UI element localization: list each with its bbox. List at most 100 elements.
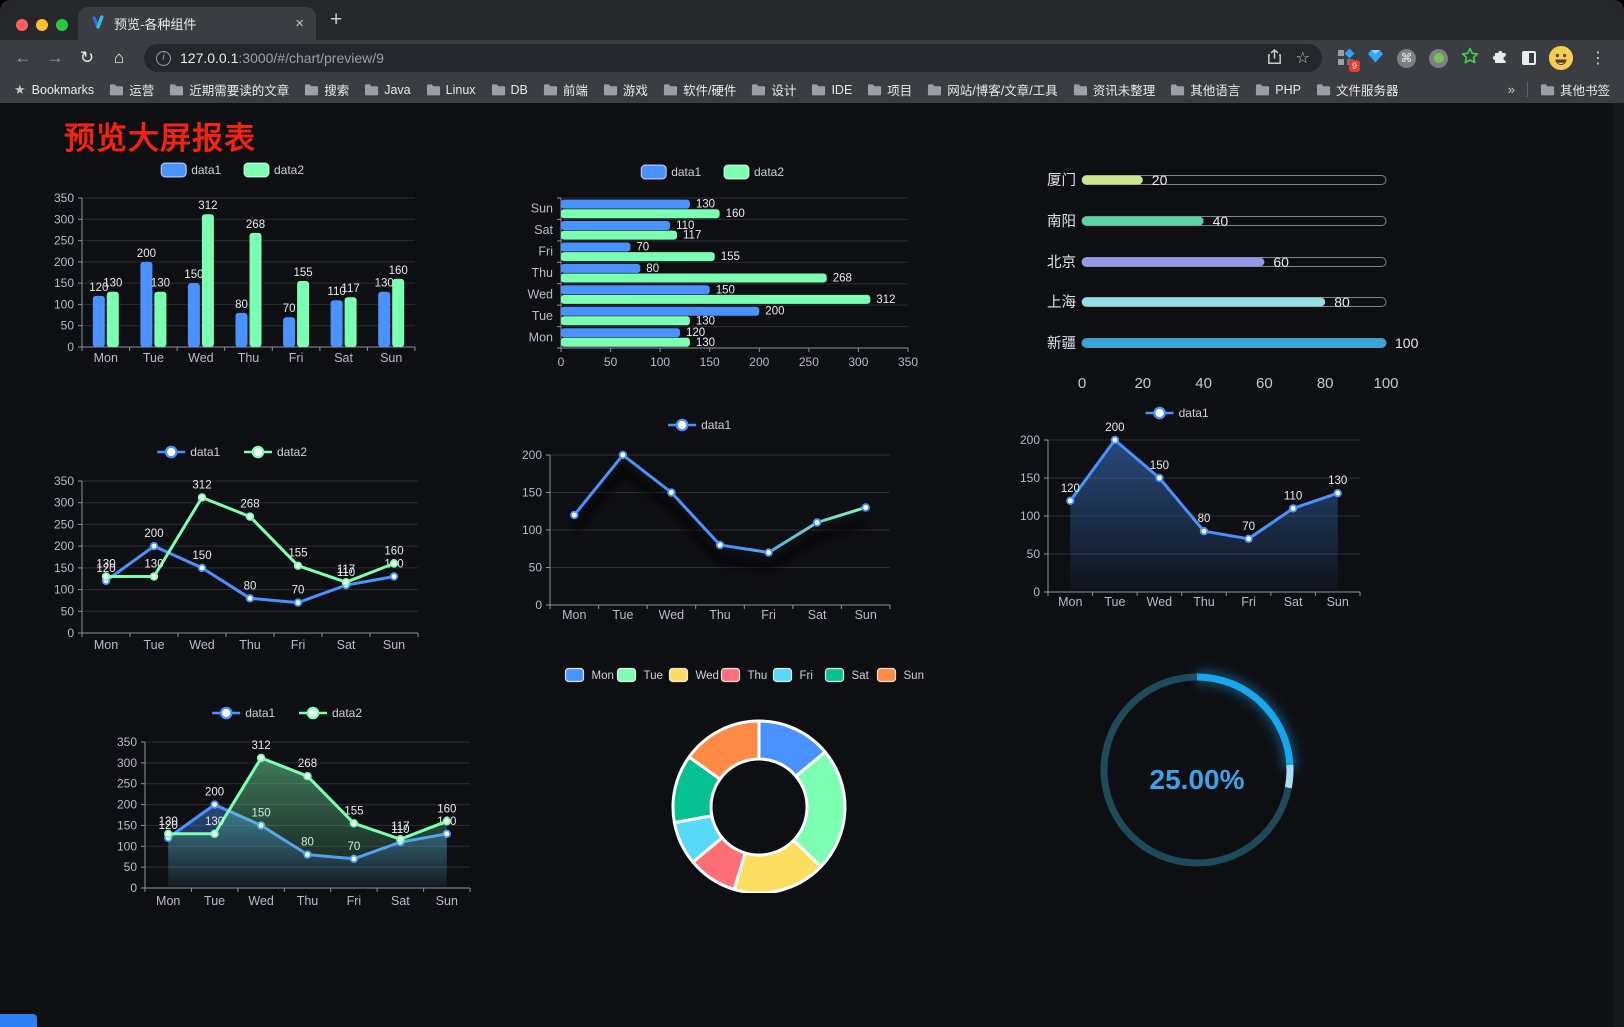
- svg-text:200: 200: [1020, 433, 1040, 447]
- svg-text:0: 0: [130, 881, 137, 895]
- svg-text:130: 130: [696, 337, 715, 349]
- svg-text:Sun: Sun: [380, 351, 402, 365]
- page-scrollbar[interactable]: [1613, 103, 1624, 1027]
- bookmark-folder-item[interactable]: IDE: [811, 83, 852, 97]
- svg-text:160: 160: [389, 265, 408, 277]
- bookmark-folder-item[interactable]: Java: [364, 83, 411, 97]
- svg-text:350: 350: [54, 191, 74, 205]
- tab-close-icon[interactable]: ×: [295, 15, 304, 32]
- bookmark-folder-item[interactable]: DB: [491, 83, 528, 97]
- bookmarks-list: 运营 近期需要读的文章 搜索 Java Linux DB 前端 游戏 软件/硬件 设计 IDE 项目网…: [109, 80, 1508, 99]
- folder-icon: [170, 84, 184, 96]
- other-bookmarks-folder[interactable]: 其他书签: [1540, 80, 1610, 99]
- two-series-area-chart: 0 50 100 150 200 250 300 350 Mon Tue Wed Thu Fri Sat S…: [100, 690, 480, 920]
- status-bubble: [0, 1014, 37, 1027]
- bookmarks-label[interactable]: Bookmarks: [31, 82, 95, 97]
- svg-text:200: 200: [1105, 422, 1124, 434]
- svg-text:100: 100: [1395, 335, 1419, 351]
- svg-text:Sat: Sat: [534, 223, 553, 237]
- svg-text:100: 100: [54, 297, 74, 311]
- svg-text:70: 70: [1242, 521, 1255, 533]
- svg-text:50: 50: [1027, 547, 1041, 561]
- svg-text:Tue: Tue: [204, 894, 225, 908]
- svg-text:120: 120: [159, 820, 178, 832]
- bookmark-folder-item[interactable]: 设计: [751, 80, 796, 99]
- svg-text:Mon: Mon: [529, 330, 553, 344]
- profile-avatar[interactable]: [1549, 46, 1573, 70]
- bookmark-folder-item[interactable]: 软件/硬件: [663, 80, 736, 99]
- svg-text:250: 250: [799, 355, 819, 369]
- svg-text:80: 80: [1334, 294, 1350, 310]
- svg-text:100: 100: [1373, 375, 1398, 392]
- donut-chart: Mon Tue Wed Thu Fri Sat Sun: [560, 640, 925, 895]
- browser-menu-icon[interactable]: ⋮: [1590, 50, 1606, 67]
- home-icon[interactable]: ⌂: [113, 48, 125, 67]
- bookmark-folder-item[interactable]: PHP: [1255, 83, 1301, 97]
- zoom-window-button[interactable]: [56, 19, 68, 31]
- folder-icon: [365, 84, 379, 96]
- page-content: 预览大屏报表 0 50 100 150 200 250 300 350 Mon Tue Wed Thu…: [0, 103, 1624, 1027]
- bookmark-folder-item[interactable]: 前端: [543, 80, 588, 99]
- close-window-button[interactable]: [16, 19, 28, 31]
- folder-icon: [110, 84, 124, 96]
- gem-extension-icon[interactable]: [1367, 48, 1384, 69]
- svg-text:200: 200: [117, 798, 137, 812]
- new-tab-button[interactable]: +: [330, 8, 343, 31]
- svg-text:150: 150: [184, 269, 203, 281]
- bookmark-folder-item[interactable]: 项目: [867, 80, 912, 99]
- bookmark-folder-item[interactable]: 文件服务器: [1316, 80, 1398, 99]
- bookmark-folder-item[interactable]: 近期需要读的文章: [169, 80, 289, 99]
- svg-text:250: 250: [54, 234, 74, 248]
- svg-text:Mon: Mon: [156, 894, 180, 908]
- forward-icon[interactable]: →: [46, 48, 64, 67]
- svg-text:200: 200: [765, 306, 784, 318]
- bookmark-folder-item[interactable]: 运营: [109, 80, 154, 99]
- reload-icon[interactable]: ↻: [79, 48, 95, 67]
- svg-text:200: 200: [749, 355, 769, 369]
- svg-text:Sun: Sun: [383, 638, 405, 652]
- svg-text:Fri: Fri: [291, 638, 306, 652]
- bookmark-folder-item[interactable]: 游戏: [603, 80, 648, 99]
- svg-text:130: 130: [696, 315, 715, 327]
- active-tab[interactable]: 预览-各种组件 ×: [78, 7, 316, 40]
- svg-text:0: 0: [558, 355, 565, 369]
- tab-manager-extension-icon[interactable]: 9: [1338, 48, 1360, 72]
- folder-icon: [543, 84, 557, 96]
- svg-text:130: 130: [205, 816, 224, 828]
- svg-text:155: 155: [721, 251, 740, 263]
- bookmark-folder-item[interactable]: 网站/博客/文章/工具: [927, 80, 1058, 99]
- bookmark-star-icon[interactable]: ☆: [1295, 50, 1310, 67]
- svg-text:25.00%: 25.00%: [1150, 764, 1245, 795]
- bookmark-folder-item[interactable]: 资讯未整理: [1073, 80, 1155, 99]
- dark-reader-extension-icon[interactable]: [1522, 51, 1536, 65]
- command-extension-icon[interactable]: ⌘: [1397, 48, 1416, 68]
- svg-text:20: 20: [1134, 375, 1151, 392]
- minimize-window-button[interactable]: [36, 19, 48, 31]
- share-icon[interactable]: [1267, 48, 1282, 68]
- svg-text:268: 268: [298, 758, 317, 770]
- svg-text:data1: data1: [671, 165, 701, 179]
- svg-text:155: 155: [294, 267, 313, 279]
- puzzle-extensions-icon[interactable]: [1492, 47, 1509, 69]
- svg-text:Sat: Sat: [808, 608, 827, 622]
- back-icon[interactable]: ←: [14, 48, 32, 67]
- green-star-extension-icon[interactable]: [1461, 47, 1479, 69]
- svg-text:150: 150: [700, 355, 720, 369]
- bookmark-folder-item[interactable]: 其他语言: [1170, 80, 1240, 99]
- svg-text:北京: 北京: [1047, 254, 1076, 271]
- svg-text:120: 120: [96, 563, 115, 575]
- svg-text:117: 117: [337, 564, 355, 576]
- svg-text:117: 117: [391, 821, 409, 833]
- site-info-icon[interactable]: i: [156, 50, 171, 66]
- address-bar[interactable]: i 127.0.0.1:3000/#/chart/preview/9 ☆: [144, 44, 1322, 72]
- folder-icon: [426, 84, 440, 96]
- svg-text:Tue: Tue: [532, 309, 553, 323]
- bookmark-folder-item[interactable]: 搜索: [304, 80, 349, 99]
- svg-text:data2: data2: [332, 706, 362, 720]
- record-extension-icon[interactable]: [1429, 48, 1448, 68]
- browser-toolbar: ← → ↻ ⌂ i 127.0.0.1:3000/#/chart/preview…: [0, 40, 1624, 76]
- bookmark-folder-item[interactable]: Linux: [426, 83, 476, 97]
- bookmarks-overflow-icon[interactable]: »: [1507, 82, 1515, 97]
- extension-badge: 9: [1348, 60, 1360, 72]
